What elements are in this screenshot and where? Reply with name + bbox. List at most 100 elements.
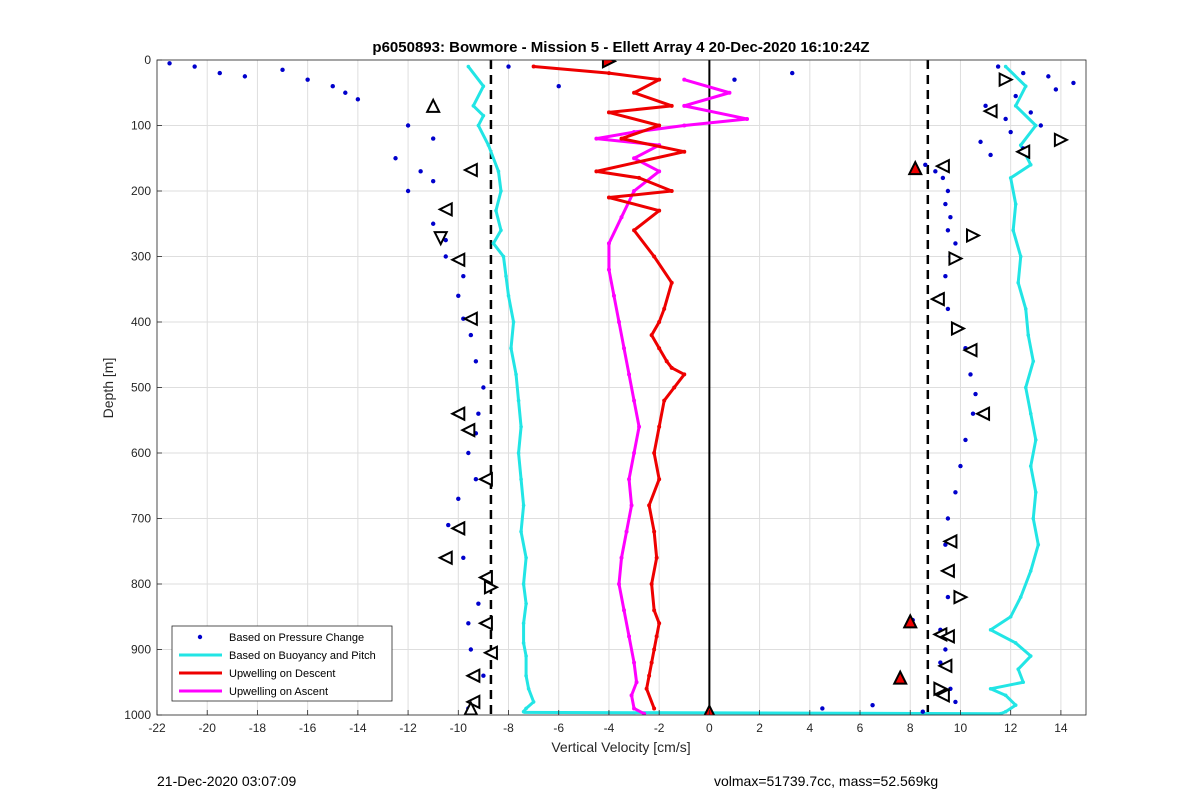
pressure-point — [443, 237, 448, 243]
buoyancy-point — [1016, 667, 1021, 671]
buoyancy-point — [1023, 385, 1028, 390]
x-tick-label: -8 — [503, 721, 514, 735]
x-tick-label: -18 — [249, 721, 267, 735]
x-tick-label: -10 — [450, 721, 468, 735]
buoyancy-point — [988, 628, 993, 632]
pressure-point — [953, 490, 958, 495]
triangle-marker — [437, 550, 453, 566]
y-tick-label: 700 — [131, 512, 151, 526]
buoyancy-point — [1003, 64, 1008, 69]
descent-point — [657, 424, 662, 429]
pressure-point — [940, 175, 946, 181]
descent-point — [632, 228, 637, 233]
pressure-point — [330, 84, 335, 89]
ascent-point — [629, 693, 634, 698]
pressure-point — [343, 90, 348, 95]
pressure-point — [430, 178, 436, 184]
ascent-point — [727, 90, 732, 95]
buoyancy-point — [516, 451, 521, 455]
pressure-point — [476, 411, 481, 416]
descent-point — [652, 647, 657, 652]
ascent-point — [624, 529, 629, 534]
triangle-marker — [937, 658, 953, 674]
legend-box — [171, 625, 393, 702]
descent-point — [669, 103, 674, 108]
pressure-point — [1003, 116, 1008, 122]
pressure-point — [355, 97, 361, 102]
pressure-point — [920, 709, 925, 714]
buoyancy-point — [516, 398, 521, 403]
x-tick-label: -4 — [604, 721, 615, 735]
descent-point — [682, 149, 687, 154]
x-tick-label: -12 — [399, 721, 417, 735]
descent-point — [657, 123, 662, 128]
descent-point — [672, 385, 677, 390]
legend-label: Upwelling on Ascent — [229, 686, 328, 698]
buoyancy-point — [1031, 359, 1036, 364]
pressure-point — [468, 332, 474, 338]
buoyancy-point — [1023, 84, 1028, 88]
pressure-point — [945, 188, 951, 194]
buoyancy-point — [1003, 709, 1008, 714]
pressure-point — [938, 660, 943, 665]
buoyancy-point — [1028, 569, 1033, 573]
buoyancy-point — [486, 143, 491, 147]
descent-point — [654, 634, 659, 639]
descent-point — [632, 90, 637, 95]
triangle-marker — [902, 613, 918, 629]
buoyancy-point — [524, 706, 528, 711]
triangle-marker — [953, 589, 969, 605]
buoyancy-point — [526, 687, 531, 691]
ascent-point — [606, 267, 611, 272]
pressure-point — [820, 706, 825, 711]
ascent-point — [619, 555, 624, 560]
triangle-marker — [934, 687, 950, 703]
triangle-marker — [462, 162, 478, 178]
pressure-point — [1053, 87, 1059, 92]
buoyancy-point — [1008, 176, 1013, 180]
pressure-point — [443, 254, 448, 259]
triangle-marker — [477, 569, 493, 586]
pressure-point — [958, 463, 963, 469]
buoyancy-point — [1028, 163, 1033, 167]
descent-point — [652, 529, 657, 534]
triangle-marker — [477, 615, 493, 631]
buoyancy-point — [1026, 333, 1031, 337]
ascent-point — [632, 451, 637, 455]
buoyancy-point — [519, 529, 523, 534]
buoyancy-point — [494, 208, 498, 213]
ascent-point — [632, 660, 637, 665]
x-tick-label: 2 — [756, 721, 763, 735]
x-tick-label: -22 — [148, 721, 166, 735]
pressure-point — [943, 273, 948, 279]
ascent-point — [627, 634, 632, 639]
descent-point — [669, 365, 674, 370]
buoyancy-point — [519, 425, 523, 429]
triangle-marker — [998, 72, 1014, 88]
pressure-point — [456, 293, 461, 298]
pressure-point — [481, 385, 486, 390]
descent-point — [649, 333, 654, 338]
triangle-marker — [477, 471, 493, 487]
triangle-marker — [450, 252, 466, 268]
legend-label: Based on Pressure Change — [229, 632, 364, 644]
buoyancy-point — [988, 687, 993, 691]
y-tick-label: 100 — [131, 119, 151, 133]
plot-area — [167, 60, 1076, 715]
triangle-marker — [982, 103, 998, 119]
buoyancy-point — [1036, 542, 1041, 547]
pressure-point — [970, 411, 976, 416]
triangle-marker — [974, 406, 991, 422]
buoyancy-point — [1018, 143, 1023, 147]
y-tick-label: 200 — [131, 184, 151, 198]
triangle-marker — [463, 700, 479, 715]
descent-point — [652, 706, 657, 711]
triangle-marker — [425, 97, 441, 113]
triangle-marker — [929, 291, 945, 307]
triangle-marker — [942, 533, 958, 550]
descent-point — [637, 175, 642, 180]
x-tick-label: 10 — [954, 721, 968, 735]
buoyancy-series-line — [467, 65, 536, 713]
x-tick-label: -2 — [654, 721, 665, 735]
buoyancy-point — [506, 294, 511, 298]
